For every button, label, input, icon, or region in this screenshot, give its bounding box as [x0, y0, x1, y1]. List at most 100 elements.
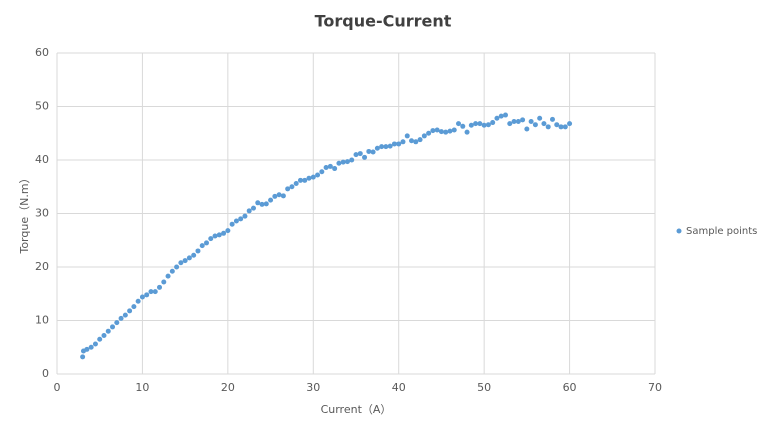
point	[498, 113, 504, 119]
x-tick-label: 50	[477, 381, 491, 394]
point	[567, 121, 573, 127]
point	[272, 193, 278, 199]
point	[562, 124, 568, 130]
point	[524, 126, 530, 132]
point	[537, 115, 543, 121]
point	[268, 197, 274, 203]
point	[456, 121, 462, 127]
point	[494, 115, 500, 121]
legend-marker	[676, 228, 682, 234]
point	[238, 216, 244, 222]
point	[323, 164, 329, 170]
point	[161, 279, 167, 285]
x-tick-label: 70	[648, 381, 662, 394]
point	[374, 145, 380, 151]
y-axis-label: Torque（N.m）	[18, 172, 31, 254]
point	[545, 124, 551, 130]
point	[528, 118, 534, 124]
point	[255, 200, 261, 206]
point	[353, 152, 359, 158]
point	[379, 144, 385, 150]
point	[417, 137, 423, 143]
point	[285, 186, 291, 192]
point	[242, 213, 248, 219]
point	[515, 118, 521, 124]
point	[434, 127, 440, 133]
point	[451, 127, 457, 133]
point	[191, 252, 197, 258]
point	[127, 308, 133, 314]
point	[477, 121, 483, 127]
point	[413, 139, 419, 145]
point	[438, 129, 444, 135]
legend-label: Sample points	[686, 226, 757, 237]
point	[383, 144, 389, 150]
point	[370, 149, 376, 155]
point	[293, 181, 299, 187]
point	[520, 117, 526, 123]
point	[362, 154, 368, 160]
point	[165, 273, 171, 279]
point	[443, 129, 449, 135]
point	[208, 236, 214, 242]
x-tick-label: 60	[563, 381, 577, 394]
point	[344, 159, 350, 165]
point	[280, 193, 286, 199]
point	[246, 208, 252, 214]
point	[250, 205, 256, 211]
point	[139, 294, 145, 300]
point	[366, 148, 372, 154]
point	[233, 218, 239, 224]
y-tick-label: 50	[35, 100, 49, 113]
point	[131, 304, 137, 310]
point	[327, 163, 333, 169]
point	[310, 174, 316, 180]
x-tick-label: 40	[392, 381, 406, 394]
y-tick-label: 10	[35, 314, 49, 327]
point	[105, 328, 111, 334]
point	[332, 166, 338, 172]
point	[92, 341, 98, 347]
point	[404, 133, 410, 139]
point	[396, 141, 402, 147]
point	[114, 320, 120, 326]
point	[195, 248, 201, 254]
point	[464, 129, 470, 135]
point	[289, 184, 295, 190]
point	[144, 292, 150, 298]
y-tick-label: 40	[35, 153, 49, 166]
x-tick-label: 20	[221, 381, 235, 394]
point	[430, 128, 436, 134]
point	[297, 177, 303, 183]
point	[88, 344, 94, 350]
point	[229, 221, 235, 227]
y-tick-label: 0	[42, 367, 49, 380]
y-tick-label: 30	[35, 207, 49, 220]
point	[157, 284, 163, 290]
point	[541, 121, 547, 127]
point	[148, 289, 154, 295]
point	[336, 160, 342, 166]
point	[204, 240, 209, 246]
point	[306, 175, 312, 181]
point	[468, 122, 474, 128]
x-tick-label: 30	[306, 381, 320, 394]
point	[80, 354, 86, 360]
point	[221, 230, 227, 236]
point	[490, 120, 496, 126]
point	[276, 192, 282, 198]
point	[421, 133, 427, 139]
point	[460, 123, 466, 129]
point	[400, 139, 406, 145]
point	[216, 232, 222, 238]
point	[212, 233, 218, 239]
point	[481, 122, 487, 128]
point	[340, 159, 346, 165]
point	[152, 289, 158, 295]
point	[511, 118, 517, 124]
point	[554, 122, 560, 128]
point	[174, 264, 180, 270]
point	[84, 346, 90, 352]
point	[357, 151, 363, 157]
